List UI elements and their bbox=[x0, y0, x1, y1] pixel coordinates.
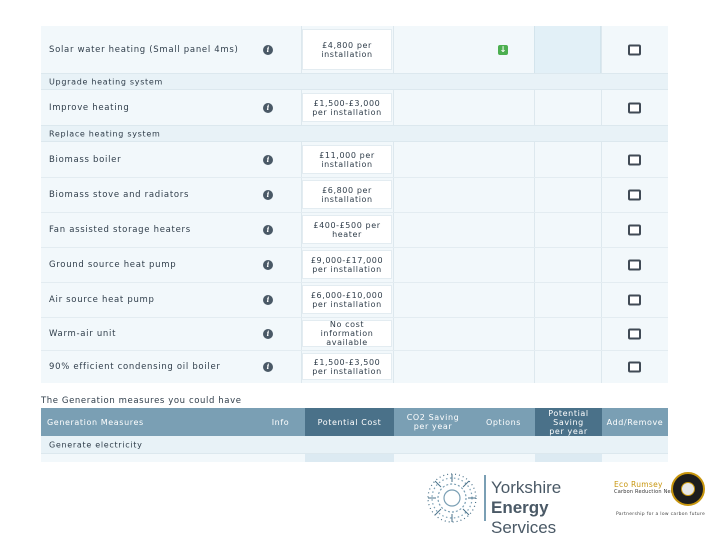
info-icon[interactable]: i bbox=[263, 328, 273, 339]
potential-cost: £6,000-£10,000 per installation bbox=[302, 285, 392, 314]
sunburst-logo-icon bbox=[427, 473, 477, 523]
generation-table-header: Generation Measures Info Potential Cost … bbox=[41, 408, 668, 436]
checkbox-icon[interactable] bbox=[628, 102, 641, 113]
section-title: Replace heating system bbox=[49, 129, 161, 138]
table-row bbox=[41, 454, 668, 462]
logo-line-2: Energy Services bbox=[491, 498, 601, 538]
section-title: Generate electricity bbox=[49, 440, 143, 449]
column-divider bbox=[601, 26, 602, 383]
checkbox-icon[interactable] bbox=[628, 189, 641, 200]
measures-panel: Solar water heating (Small panel 4ms) i … bbox=[41, 26, 668, 383]
measure-name: Biomass boiler bbox=[49, 154, 122, 165]
measure-row: Ground source heat pump i £9,000-£17,000… bbox=[41, 247, 668, 282]
section-header: Replace heating system bbox=[41, 125, 668, 142]
eco-seal-icon bbox=[671, 472, 705, 506]
section-header: Generate electricity bbox=[41, 436, 668, 454]
measure-name: Air source heat pump bbox=[49, 294, 155, 305]
checkbox-icon[interactable] bbox=[628, 154, 641, 165]
cost-cell bbox=[305, 454, 394, 462]
logo-services: Services bbox=[491, 518, 557, 537]
row-divider bbox=[41, 282, 668, 283]
logo-energy: Energy bbox=[491, 498, 549, 517]
measure-row: Fan assisted storage heaters i £400-£500… bbox=[41, 212, 668, 247]
header-info: Info bbox=[271, 417, 290, 427]
measure-name: Solar water heating (Small panel 4ms) bbox=[49, 44, 239, 55]
measure-row: Improve heating i £1,500-£3,000 per inst… bbox=[41, 90, 668, 125]
section-title: Upgrade heating system bbox=[49, 77, 164, 86]
measure-name: Ground source heat pump bbox=[49, 259, 177, 270]
eco-tagline: Partnership for a low carbon future bbox=[616, 512, 706, 517]
generation-caption: The Generation measures you could have bbox=[41, 396, 242, 406]
info-icon[interactable]: i bbox=[263, 361, 273, 372]
info-icon[interactable]: i bbox=[263, 294, 273, 305]
measure-name: Warm-air unit bbox=[49, 328, 117, 339]
measure-row: Biomass boiler i £11,000 per installatio… bbox=[41, 142, 668, 177]
eco-rumsey-logo: Eco Rumsey Carbon Reduction Network Part… bbox=[614, 472, 706, 520]
potential-cost: £400-£500 per heater bbox=[302, 215, 392, 244]
potential-cost: £9,000-£17,000 per installation bbox=[302, 250, 392, 279]
column-divider bbox=[534, 26, 535, 383]
logo-line-1: Yorkshire bbox=[491, 478, 562, 497]
measure-row: Biomass stove and radiators i £6,800 per… bbox=[41, 177, 668, 212]
column-divider bbox=[301, 26, 302, 383]
eco-name: Eco Rumsey bbox=[614, 480, 663, 489]
eco-subtitle: Carbon Reduction Network bbox=[614, 489, 686, 495]
info-icon[interactable]: i bbox=[263, 224, 273, 235]
header-co2-saving[interactable]: CO2 Saving per year bbox=[406, 413, 460, 431]
measure-name: Improve heating bbox=[49, 102, 130, 113]
row-divider bbox=[41, 212, 668, 213]
measure-name: Biomass stove and radiators bbox=[49, 189, 190, 200]
info-icon[interactable]: i bbox=[263, 189, 273, 200]
measure-name: 90% efficient condensing oil boiler bbox=[49, 361, 221, 372]
saving-cell bbox=[535, 454, 602, 462]
measure-row: Air source heat pump i £6,000-£10,000 pe… bbox=[41, 282, 668, 317]
potential-cost: £4,800 per installation bbox=[302, 29, 392, 70]
row-divider bbox=[41, 247, 668, 248]
green-download-icon[interactable]: ↓ bbox=[498, 44, 508, 55]
measure-row: Warm-air unit i No cost information avai… bbox=[41, 317, 668, 350]
row-divider bbox=[41, 177, 668, 178]
checkbox-icon[interactable] bbox=[628, 44, 641, 55]
checkbox-icon[interactable] bbox=[628, 361, 641, 372]
header-potential-saving[interactable]: Potential Saving per year bbox=[535, 408, 602, 436]
logo-divider bbox=[484, 475, 486, 521]
header-add-remove: Add/Remove bbox=[606, 417, 664, 427]
potential-cost: £11,000 per installation bbox=[302, 145, 392, 174]
checkbox-icon[interactable] bbox=[628, 224, 641, 235]
section-header: Upgrade heating system bbox=[41, 73, 668, 90]
potential-cost: £1,500-£3,000 per installation bbox=[302, 93, 392, 122]
checkbox-icon[interactable] bbox=[628, 259, 641, 270]
yorkshire-energy-logo: Yorkshire Energy Services bbox=[426, 472, 601, 537]
row-divider bbox=[41, 317, 668, 318]
potential-cost: £1,500-£3,500 per installation bbox=[302, 353, 392, 380]
saving-cell bbox=[534, 26, 601, 73]
potential-cost: No cost information available bbox=[302, 320, 392, 347]
column-divider bbox=[393, 26, 394, 383]
header-potential-cost[interactable]: Potential Cost bbox=[305, 408, 394, 436]
measure-row: 90% efficient condensing oil boiler i £1… bbox=[41, 350, 668, 383]
row-divider bbox=[41, 350, 668, 351]
measure-row: Solar water heating (Small panel 4ms) i … bbox=[41, 26, 668, 73]
info-icon[interactable]: i bbox=[263, 44, 273, 55]
header-measures: Generation Measures bbox=[47, 417, 144, 427]
info-icon[interactable]: i bbox=[263, 154, 273, 165]
info-icon[interactable]: i bbox=[263, 259, 273, 270]
measure-name: Fan assisted storage heaters bbox=[49, 224, 191, 235]
header-options: Options bbox=[485, 417, 522, 427]
info-icon[interactable]: i bbox=[263, 102, 273, 113]
potential-cost: £6,800 per installation bbox=[302, 180, 392, 209]
checkbox-icon[interactable] bbox=[628, 294, 641, 305]
checkbox-icon[interactable] bbox=[628, 328, 641, 339]
